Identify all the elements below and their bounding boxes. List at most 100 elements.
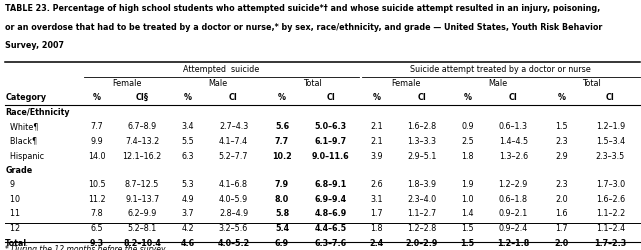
Text: 2.3–3.5: 2.3–3.5 (595, 151, 625, 160)
Text: 4.6: 4.6 (181, 238, 195, 247)
Text: 1.4: 1.4 (462, 208, 474, 218)
Text: 6.8–9.1: 6.8–9.1 (315, 179, 347, 188)
Text: 1.8: 1.8 (370, 223, 383, 232)
Text: 6.5: 6.5 (90, 223, 103, 232)
Text: 7.4–13.2: 7.4–13.2 (125, 136, 159, 145)
Text: CI: CI (229, 92, 238, 102)
Text: 14.0: 14.0 (88, 151, 105, 160)
Text: 2.9: 2.9 (556, 151, 568, 160)
Text: 1.2–2.9: 1.2–2.9 (499, 179, 528, 188)
Text: 0.6–1.3: 0.6–1.3 (499, 122, 528, 130)
Text: 2.0: 2.0 (556, 194, 568, 203)
Text: Male: Male (208, 78, 228, 88)
Text: 4.2: 4.2 (181, 223, 194, 232)
Text: 2.4: 2.4 (369, 238, 383, 247)
Text: 2.9–5.1: 2.9–5.1 (407, 151, 437, 160)
Text: 1.7–3.0: 1.7–3.0 (596, 179, 625, 188)
Text: 1.2–1.8: 1.2–1.8 (497, 238, 529, 247)
Text: 8.2–10.4: 8.2–10.4 (123, 238, 161, 247)
Text: Suicide attempt treated by a doctor or nurse: Suicide attempt treated by a doctor or n… (410, 64, 591, 74)
Text: TABLE 23. Percentage of high school students who attempted suicide*† and whose s: TABLE 23. Percentage of high school stud… (5, 4, 601, 13)
Text: 2.1: 2.1 (370, 122, 383, 130)
Text: %: % (92, 92, 101, 102)
Text: 6.3: 6.3 (181, 151, 194, 160)
Text: 1.8: 1.8 (462, 151, 474, 160)
Text: 9.3: 9.3 (89, 238, 104, 247)
Text: 10.5: 10.5 (88, 179, 105, 188)
Text: 1.6–2.8: 1.6–2.8 (408, 122, 437, 130)
Text: 3.9: 3.9 (370, 151, 383, 160)
Text: 6.9–9.4: 6.9–9.4 (315, 194, 347, 203)
Text: 11.2: 11.2 (88, 194, 105, 203)
Text: 7.9: 7.9 (275, 179, 289, 188)
Text: 4.0–5.2: 4.0–5.2 (217, 238, 249, 247)
Text: 4.4–6.5: 4.4–6.5 (315, 223, 347, 232)
Text: Black¶: Black¶ (5, 136, 37, 145)
Text: 3.7: 3.7 (181, 208, 194, 218)
Text: 3.2–5.6: 3.2–5.6 (219, 223, 248, 232)
Text: 9: 9 (5, 179, 15, 188)
Text: CI: CI (509, 92, 518, 102)
Text: Female: Female (112, 78, 141, 88)
Text: 5.0–6.3: 5.0–6.3 (315, 122, 347, 130)
Text: 6.3–7.6: 6.3–7.6 (315, 238, 347, 247)
Text: 2.8–4.9: 2.8–4.9 (219, 208, 248, 218)
Text: Grade: Grade (5, 166, 33, 174)
Text: 7.7: 7.7 (90, 122, 103, 130)
Text: Total: Total (303, 78, 321, 88)
Text: %: % (184, 92, 192, 102)
Text: 1.8–3.9: 1.8–3.9 (408, 179, 437, 188)
Text: 9.0–11.6: 9.0–11.6 (312, 151, 349, 160)
Text: 0.9: 0.9 (462, 122, 474, 130)
Text: 1.1–2.4: 1.1–2.4 (596, 223, 625, 232)
Text: 10.2: 10.2 (272, 151, 292, 160)
Text: 2.3: 2.3 (556, 136, 568, 145)
Text: White¶: White¶ (5, 122, 38, 130)
Text: 1.1–2.2: 1.1–2.2 (595, 208, 625, 218)
Text: 2.5: 2.5 (462, 136, 474, 145)
Text: 1.7: 1.7 (556, 223, 568, 232)
Text: 1.1–2.7: 1.1–2.7 (407, 208, 437, 218)
Text: 1.9: 1.9 (462, 179, 474, 188)
Text: Category: Category (5, 92, 46, 102)
Text: 4.0–5.9: 4.0–5.9 (219, 194, 248, 203)
Text: * During the 12 months before the survey.: * During the 12 months before the survey… (5, 244, 167, 250)
Text: 4.1–6.8: 4.1–6.8 (219, 179, 248, 188)
Text: 1.2–2.8: 1.2–2.8 (407, 223, 437, 232)
Text: %: % (278, 92, 286, 102)
Text: 1.3–2.6: 1.3–2.6 (499, 151, 528, 160)
Text: %: % (558, 92, 566, 102)
Text: Total: Total (583, 78, 601, 88)
Text: 2.3–4.0: 2.3–4.0 (408, 194, 437, 203)
Text: 12.1–16.2: 12.1–16.2 (122, 151, 162, 160)
Text: 1.4–4.5: 1.4–4.5 (499, 136, 528, 145)
Text: 4.9: 4.9 (181, 194, 194, 203)
Text: 8.7–12.5: 8.7–12.5 (125, 179, 160, 188)
Text: 0.6–1.8: 0.6–1.8 (499, 194, 528, 203)
Text: 1.0: 1.0 (462, 194, 474, 203)
Text: 3.4: 3.4 (181, 122, 194, 130)
Text: 1.6: 1.6 (556, 208, 568, 218)
Text: CI: CI (606, 92, 615, 102)
Text: 5.2–7.7: 5.2–7.7 (219, 151, 248, 160)
Text: 6.9: 6.9 (275, 238, 289, 247)
Text: Male: Male (488, 78, 507, 88)
Text: or an overdose that had to be treated by a doctor or nurse,* by sex, race/ethnic: or an overdose that had to be treated by… (5, 22, 603, 32)
Text: 3.1: 3.1 (370, 194, 383, 203)
Text: Female: Female (392, 78, 421, 88)
Text: CI§: CI§ (136, 92, 149, 102)
Text: 5.3: 5.3 (181, 179, 194, 188)
Text: 1.5: 1.5 (462, 223, 474, 232)
Text: 6.2–9.9: 6.2–9.9 (128, 208, 157, 218)
Text: 4.1–7.4: 4.1–7.4 (219, 136, 248, 145)
Text: Attempted  suicide: Attempted suicide (183, 64, 259, 74)
Text: Total: Total (5, 238, 28, 247)
Text: 1.7: 1.7 (370, 208, 383, 218)
Text: 7.8: 7.8 (90, 208, 103, 218)
Text: Hispanic: Hispanic (5, 151, 44, 160)
Text: 5.4: 5.4 (275, 223, 289, 232)
Text: Survey, 2007: Survey, 2007 (5, 41, 64, 50)
Text: 5.5: 5.5 (181, 136, 194, 145)
Text: CI: CI (326, 92, 335, 102)
Text: 1.5: 1.5 (556, 122, 568, 130)
